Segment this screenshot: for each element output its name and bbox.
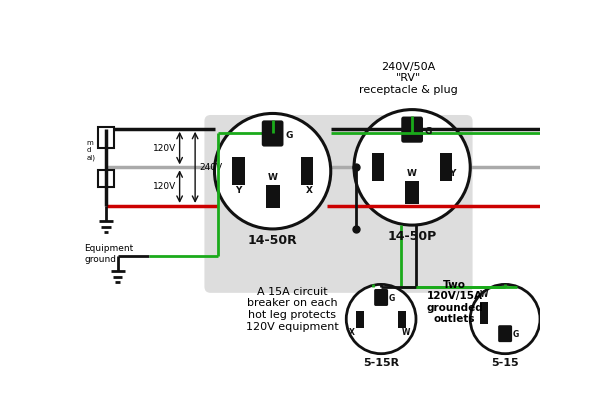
FancyBboxPatch shape (262, 120, 283, 146)
Text: Y: Y (449, 169, 455, 178)
Bar (372, 154, 384, 181)
Text: G: G (389, 294, 395, 303)
Text: Equipment
ground: Equipment ground (84, 244, 134, 264)
Bar (266, 185, 280, 208)
FancyBboxPatch shape (498, 325, 512, 342)
Bar (398, 311, 406, 328)
Circle shape (346, 284, 416, 354)
Bar (232, 157, 245, 185)
Text: 120V: 120V (152, 182, 176, 191)
Text: 5-15R: 5-15R (363, 358, 399, 368)
Text: 14-50R: 14-50R (248, 234, 298, 247)
Text: A 15A circuit
breaker on each
hot leg protects
120V equipment: A 15A circuit breaker on each hot leg pr… (245, 287, 338, 332)
Circle shape (470, 284, 540, 354)
Text: G: G (285, 130, 292, 140)
Text: 240V/50A
"RV"
receptacle & plug: 240V/50A "RV" receptacle & plug (359, 62, 458, 95)
Bar (301, 157, 313, 185)
Text: 120V: 120V (152, 144, 176, 153)
Text: X: X (307, 186, 313, 195)
Text: G: G (425, 127, 432, 136)
Text: G: G (513, 330, 519, 339)
Text: Two
120V/15A
grounded
outlets: Two 120V/15A grounded outlets (427, 280, 483, 324)
Bar (481, 302, 488, 324)
Circle shape (354, 110, 470, 225)
Text: W: W (402, 328, 410, 338)
Text: 5-15: 5-15 (491, 358, 519, 368)
FancyBboxPatch shape (401, 116, 423, 143)
Circle shape (215, 114, 331, 229)
FancyBboxPatch shape (205, 115, 473, 293)
Bar (440, 154, 452, 181)
Text: W: W (407, 169, 417, 178)
Bar (405, 181, 419, 204)
Text: m
d
al): m d al) (86, 140, 95, 161)
Bar (356, 311, 364, 328)
Bar (98, 170, 114, 186)
Text: W: W (268, 173, 278, 182)
Text: Y: Y (235, 186, 242, 195)
Bar (98, 126, 114, 148)
Text: 14-50P: 14-50P (388, 230, 437, 243)
Text: X: X (349, 328, 355, 338)
Text: X: X (376, 169, 383, 178)
FancyBboxPatch shape (374, 289, 388, 306)
Text: 240V: 240V (199, 163, 222, 172)
Text: W: W (480, 290, 488, 299)
